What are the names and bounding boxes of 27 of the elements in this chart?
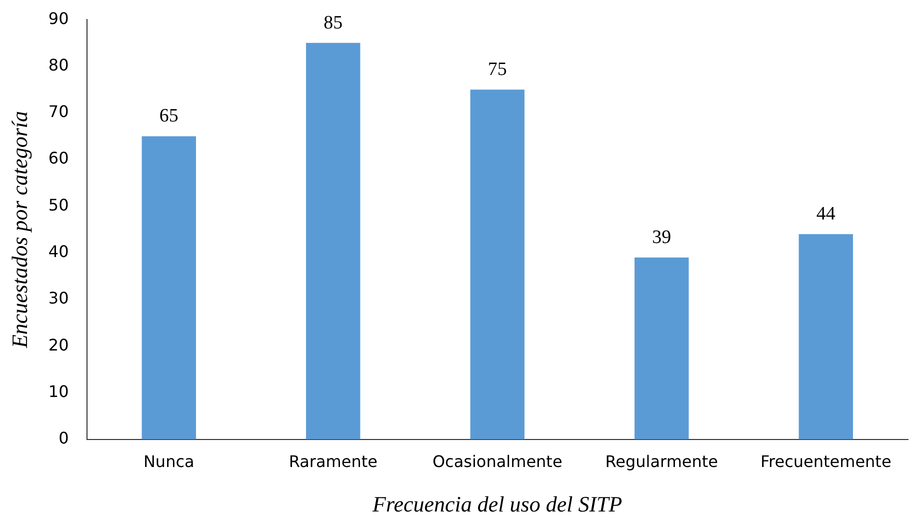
y-tick-label: 50 bbox=[48, 195, 69, 214]
y-tick-label: 10 bbox=[48, 382, 69, 401]
data-label: 75 bbox=[488, 59, 507, 80]
y-tick-label: 40 bbox=[48, 242, 69, 261]
data-label: 44 bbox=[816, 204, 836, 225]
x-tick-label: Nunca bbox=[143, 452, 194, 472]
x-tick-label: Frecuentemente bbox=[760, 452, 892, 472]
y-tick-label: 20 bbox=[48, 335, 69, 354]
bar bbox=[470, 90, 524, 440]
x-tick-label: Regularmente bbox=[605, 452, 718, 472]
y-tick-label: 70 bbox=[48, 102, 69, 122]
y-axis-title: Encuestados por categoría bbox=[6, 110, 32, 350]
x-axis-title: Frecuencia del uso del SITP bbox=[372, 492, 622, 517]
y-tick-label: 0 bbox=[58, 428, 69, 448]
y-tick-label: 60 bbox=[48, 148, 69, 168]
data-label: 85 bbox=[324, 12, 343, 34]
x-tick-label: Raramente bbox=[288, 452, 378, 472]
x-tick-label: Ocasionalmente bbox=[432, 452, 562, 472]
data-label: 65 bbox=[159, 106, 178, 127]
y-tick-label: 80 bbox=[48, 55, 69, 74]
bar bbox=[306, 42, 360, 440]
bar bbox=[142, 136, 196, 440]
y-tick-label: 30 bbox=[48, 288, 69, 308]
bar bbox=[798, 234, 853, 440]
y-tick-label: 90 bbox=[48, 8, 69, 28]
bar bbox=[634, 257, 689, 440]
data-label: 39 bbox=[652, 226, 672, 248]
